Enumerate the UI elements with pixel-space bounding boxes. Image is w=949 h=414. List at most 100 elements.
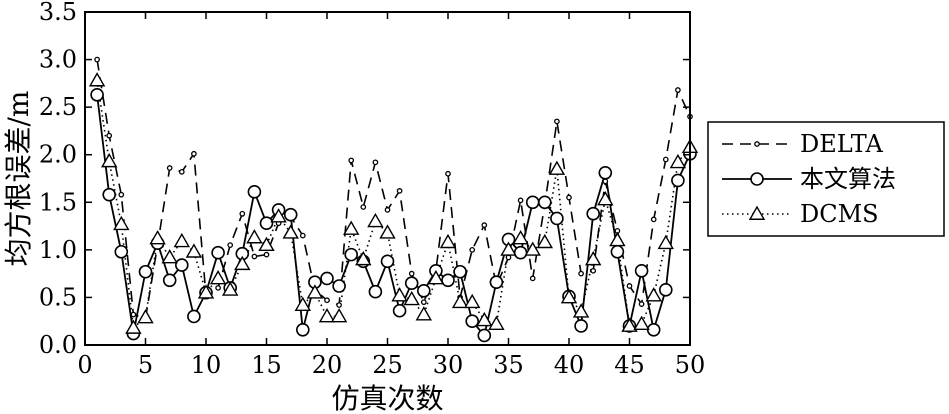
x-tick-label: 35 — [493, 351, 524, 379]
point-DELTA-25 — [384, 207, 391, 213]
point-DELTA-45 — [626, 283, 633, 289]
point-DCMS-12 — [221, 281, 239, 296]
point-DCMS-27 — [403, 290, 420, 306]
point-DCMS-45 — [621, 317, 638, 332]
point-DCMS-25 — [379, 224, 396, 239]
point-DCMS-49 — [669, 153, 687, 169]
tick-labels: 0 5 10 15 20 25 30 35 40 45 50 0.0 0.5 1.0 1.5 2.0 2.5 3.… — [39, 0, 705, 379]
point-DELTA-22 — [348, 157, 355, 164]
point-DCMS-14 — [246, 229, 263, 244]
series-lines — [96, 59, 691, 338]
point-DCMS-8 — [173, 232, 191, 248]
point-本文算法-36 — [513, 245, 528, 260]
series-markers — [88, 56, 699, 343]
point-DELTA-33 — [481, 222, 488, 228]
point-DCMS-26 — [391, 287, 408, 302]
x-tick-label: 5 — [138, 351, 153, 379]
point-本文算法-15 — [259, 216, 274, 231]
point-DELTA-49 — [675, 87, 681, 93]
y-tick-label: 1.5 — [39, 188, 77, 216]
point-本文算法-18 — [295, 322, 310, 337]
x-tick-label: 20 — [312, 351, 343, 379]
point-本文算法-14 — [247, 185, 262, 199]
point-DCMS-4 — [125, 319, 142, 334]
y-tick-label: 3.0 — [39, 46, 77, 74]
point-DCMS-2 — [100, 152, 118, 168]
point-DCMS-34 — [488, 315, 505, 331]
point-DCMS-39 — [548, 160, 566, 175]
point-DELTA-26 — [396, 188, 403, 194]
point-本文算法-7 — [162, 273, 177, 288]
point-DCMS-30 — [439, 233, 457, 249]
y-tick-label: 3.5 — [39, 0, 77, 26]
point-DCMS-13 — [234, 255, 251, 271]
plot-frame — [84, 11, 691, 346]
point-本文算法-48 — [658, 283, 673, 297]
point-DCMS-29 — [427, 269, 445, 285]
point-DCMS-28 — [415, 306, 433, 321]
point-本文算法-32 — [465, 314, 480, 329]
point-DELTA-27 — [408, 270, 415, 277]
point-DCMS-18 — [294, 296, 312, 311]
point-本文算法-44 — [610, 244, 625, 259]
y-tick-label: 2.5 — [39, 93, 77, 121]
legend-label-本文算法: 本文算法 — [800, 165, 896, 193]
legend-label-DELTA: DELTA — [800, 130, 883, 158]
point-DELTA-13 — [239, 210, 246, 217]
point-DCMS-17 — [282, 224, 299, 239]
point-本文算法-39 — [550, 211, 564, 226]
point-DCMS-9 — [185, 243, 203, 258]
y-tick-label: 2.0 — [39, 141, 77, 169]
point-DELTA-15 — [263, 251, 270, 258]
point-DCMS-7 — [161, 249, 178, 264]
point-DELTA-9 — [191, 150, 197, 157]
point-DELTA-4 — [130, 311, 137, 318]
point-DCMS-48 — [657, 234, 675, 250]
point-本文算法-8 — [175, 258, 189, 272]
point-DCMS-46 — [633, 315, 650, 331]
point-DELTA-32 — [469, 247, 476, 253]
point-本文算法-37 — [525, 195, 540, 210]
point-DELTA-3 — [118, 191, 125, 198]
point-DELTA-21 — [336, 302, 342, 308]
x-tick-label: 25 — [372, 351, 403, 379]
point-DELTA-24 — [372, 159, 379, 166]
point-DELTA-2 — [106, 132, 113, 139]
point-DCMS-19 — [306, 284, 324, 299]
point-本文算法-41 — [574, 319, 588, 333]
point-本文算法-24 — [368, 284, 383, 299]
x-tick-label: 0 — [77, 351, 92, 379]
point-DELTA-47 — [650, 216, 657, 223]
point-DCMS-11 — [209, 269, 227, 285]
point-DCMS-21 — [330, 308, 348, 323]
point-DELTA-11 — [215, 285, 221, 291]
point-DELTA-36 — [517, 197, 524, 204]
point-本文算法-27 — [404, 276, 419, 290]
point-DELTA-12 — [227, 242, 234, 248]
axis-ticks — [84, 11, 691, 346]
x-tick-label: 45 — [614, 351, 645, 379]
point-DELTA-43 — [602, 178, 609, 185]
point-DELTA-48 — [662, 156, 669, 163]
point-DELTA-18 — [299, 232, 306, 239]
point-DELTA-1 — [94, 56, 100, 63]
x-axis-title: 仿真次数 — [331, 382, 443, 414]
point-本文算法-33 — [477, 328, 492, 343]
x-tick-label: 50 — [675, 351, 706, 379]
legend-marker-本文算法 — [750, 172, 764, 186]
point-DCMS-10 — [197, 284, 215, 299]
point-DCMS-36 — [512, 230, 529, 245]
point-本文算法-38 — [537, 195, 552, 210]
point-本文算法-9 — [187, 309, 201, 324]
point-本文算法-28 — [416, 283, 431, 298]
point-DCMS-43 — [597, 191, 614, 206]
point-DELTA-35 — [505, 254, 512, 261]
x-tick-label: 15 — [251, 351, 282, 379]
point-DELTA-41 — [578, 270, 584, 277]
point-DELTA-39 — [554, 118, 560, 125]
point-DCMS-24 — [367, 212, 384, 228]
y-axis-title: 均方根误差/m — [2, 91, 35, 267]
point-DCMS-22 — [342, 220, 360, 235]
point-DELTA-23 — [360, 204, 367, 210]
point-DELTA-8 — [178, 168, 185, 175]
